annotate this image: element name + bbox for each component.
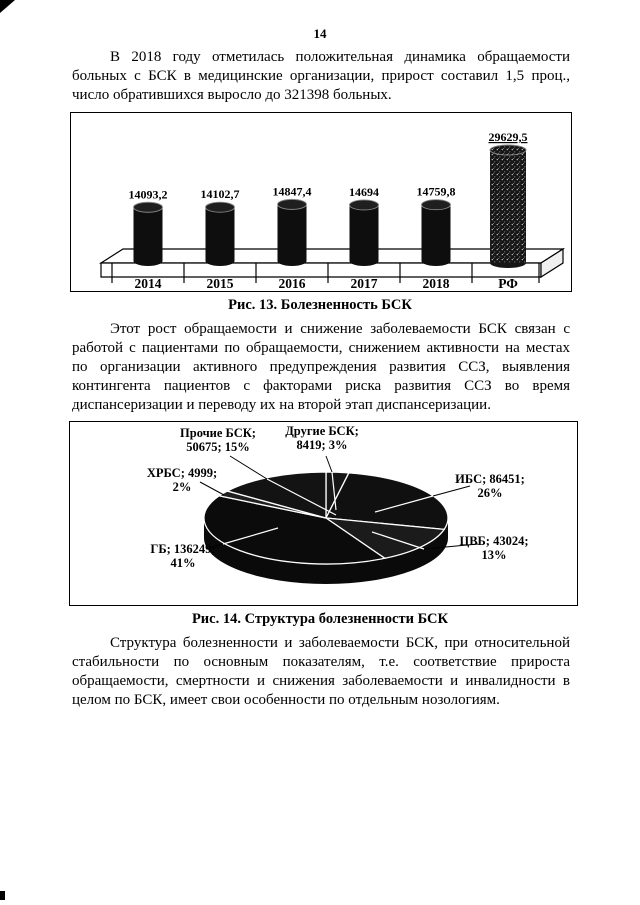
figure-13-chart: 14093,2 2014 14102,7 2015 14847,4 2016 14694 20… <box>70 112 572 292</box>
figure-14-chart: Другие БСК; 8419; 3% ИБС; 86451; 26% ЦВБ; 43… <box>69 421 578 606</box>
pie-label-ИБС: ИБС; 86451; 26% <box>455 472 525 500</box>
pie-slice-ЦВБ <box>325 517 446 559</box>
paragraph-growth: Этот рост обращаемости и снижение заболе… <box>72 321 570 413</box>
leader-line <box>325 455 333 473</box>
paragraph-structure: Структура болезненности и заболеваемости… <box>72 635 570 708</box>
pie-chart-canvas <box>199 455 479 584</box>
leader-line <box>207 543 224 549</box>
bar-2018: 14759,8 2018 <box>417 185 456 291</box>
pie-label-Другие БСК: Другие БСК; 8419; 3% <box>285 424 359 452</box>
scan-edge-artifact <box>0 891 5 900</box>
pie-label-ХРБС: ХРБС; 4999; 2% <box>146 466 218 494</box>
leader-line-inner <box>331 471 337 511</box>
leader-line <box>432 485 471 497</box>
pie-label-ЦВБ: ЦВБ; 43024; 13% <box>459 534 529 562</box>
pie-slice-Прочие БСК <box>225 471 327 519</box>
bar-chart-canvas: 14093,2 2014 14102,7 2015 14847,4 2016 14694 20… <box>98 130 566 291</box>
leader-line <box>229 455 268 480</box>
bar-value-label: 14694 <box>349 185 379 199</box>
bar-category-label: 2015 <box>207 276 234 291</box>
bar-2015: 14102,7 2015 <box>201 187 240 291</box>
bar-value-label: 29629,5 <box>489 130 528 144</box>
bar-category-label: РФ <box>498 276 518 291</box>
bar-value-label: 14759,8 <box>417 185 456 199</box>
bar-value-label: 14102,7 <box>201 187 240 201</box>
leader-line-inner <box>371 531 425 550</box>
pie-label-Прочие БСК: Прочие БСК; 50675; 15% <box>180 426 256 454</box>
bar-category-label: 2018 <box>423 276 450 291</box>
leader-line <box>199 481 225 496</box>
pie-slice-ГБ <box>203 495 387 565</box>
bar-category-label: 2017 <box>351 276 378 291</box>
page-number: 14 <box>313 26 327 41</box>
pie-label-ГБ: ГБ; 136249; 41% <box>150 542 216 570</box>
platform-front-face <box>100 262 542 278</box>
bar-category-label: 2014 <box>135 276 162 291</box>
bar-2017: 14694 2017 <box>349 185 379 291</box>
bar-value-label: 14847,4 <box>273 184 312 198</box>
bar-value-label: 14093,2 <box>129 187 168 201</box>
scan-corner-artifact <box>0 0 15 13</box>
leader-line-inner <box>374 495 434 513</box>
leader-line-inner <box>222 527 279 545</box>
leader-line <box>423 543 479 550</box>
pie-slice-ИБС <box>324 472 449 531</box>
pie-depth-rim <box>204 518 448 584</box>
platform-side-face <box>540 247 564 279</box>
paragraph-intro: В 2018 году отметилась положительная дин… <box>72 49 570 103</box>
bar-РФ: 29629,5 РФ <box>489 130 528 291</box>
bar-2016: 14847,4 2016 <box>273 184 312 291</box>
bar-category-label: 2016 <box>279 276 306 291</box>
bar-2014: 14093,2 2014 <box>129 187 168 291</box>
leader-line-inner <box>266 478 337 516</box>
figure-13-caption: Рис. 13. Болезненность БСК <box>228 297 412 313</box>
figure-14-caption: Рис. 14. Структура болезненности БСК <box>191 611 449 627</box>
